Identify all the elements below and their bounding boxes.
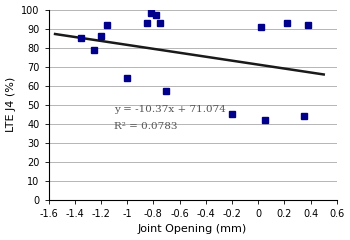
Text: R² = 0.0783: R² = 0.0783 — [114, 122, 177, 132]
X-axis label: Joint Opening (mm): Joint Opening (mm) — [138, 224, 247, 234]
Y-axis label: LTE J4 (%): LTE J4 (%) — [6, 77, 15, 132]
Text: y = -10.37x + 71.074: y = -10.37x + 71.074 — [114, 105, 226, 114]
